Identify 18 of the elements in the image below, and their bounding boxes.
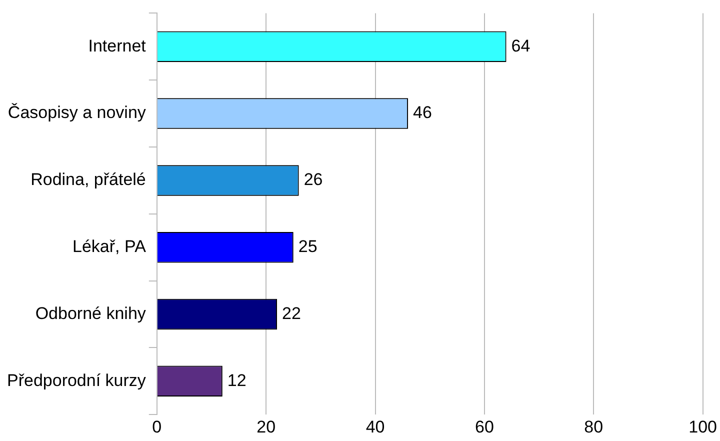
y-tick-label: Odborné knihy [35, 304, 146, 323]
x-tick-label: 100 [688, 417, 718, 436]
x-tick-label: 60 [474, 417, 494, 436]
y-tick-label: Lékař, PA [72, 237, 147, 256]
x-tick-label: 40 [366, 417, 385, 436]
x-tick-label: 0 [152, 417, 162, 436]
data-label: 22 [282, 304, 301, 323]
y-tick-label: Předporodní kurzy [7, 370, 146, 390]
x-tick-label: 20 [256, 417, 276, 436]
data-label: 64 [511, 36, 530, 56]
data-label: 46 [413, 103, 432, 122]
y-tick-label: Časopisy a noviny [8, 103, 146, 122]
data-label: 26 [304, 170, 323, 190]
y-tick-label: Rodina, přátelé [30, 170, 146, 190]
data-label: 12 [227, 370, 246, 390]
y-tick-label: Internet [88, 36, 146, 56]
x-tick-label: 80 [584, 417, 604, 436]
data-label: 25 [298, 237, 318, 256]
